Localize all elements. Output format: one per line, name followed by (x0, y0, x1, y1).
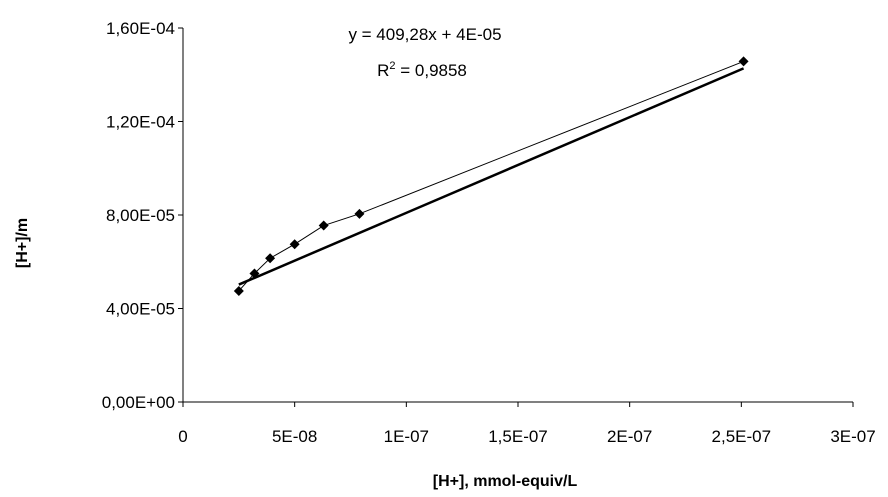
data-point (318, 220, 329, 231)
y-tick-label: 1,20E-04 (106, 113, 175, 132)
x-tick-label: 5E-08 (272, 427, 317, 446)
r-squared-value: = 0,9858 (396, 61, 467, 80)
trendline (238, 67, 745, 286)
y-tick-label: 0,00E+00 (102, 393, 175, 412)
data-point (265, 253, 276, 264)
data-point (249, 268, 260, 279)
tick-layer: 0,00E+00 4,00E-05 8,00E-05 1,20E-04 1,60E-04… (102, 19, 876, 446)
x-tick-label: 1,5E-07 (488, 427, 548, 446)
trendline-equation: y = 409,28x + 4E-05 R2 = 0,9858 (348, 25, 501, 80)
x-tick-label: 2,5E-07 (712, 427, 772, 446)
x-tick-label: 0 (178, 427, 187, 446)
y-tick-label: 1,60E-04 (106, 19, 175, 38)
data-point (354, 208, 365, 219)
data-point (289, 239, 300, 250)
r-squared-label: R2 = 0,9858 (377, 60, 467, 80)
trendline-equation-label: y = 409,28x + 4E-05 (348, 25, 501, 44)
x-tick-label: 1E-07 (384, 427, 429, 446)
data-point (738, 56, 749, 67)
data-point (233, 285, 244, 296)
x-tick-label: 2E-07 (607, 427, 652, 446)
r-squared-prefix: R (377, 61, 389, 80)
y-axis-title: [H+]/m (14, 218, 31, 268)
x-tick-label: 3E-07 (830, 427, 875, 446)
plot-area (182, 28, 853, 403)
y-tick-label: 4,00E-05 (106, 300, 175, 319)
r-squared-exponent: 2 (389, 60, 395, 72)
y-tick-label: 8,00E-05 (106, 206, 175, 225)
x-axis-title: [H+], mmol-equiv/L (433, 473, 578, 490)
